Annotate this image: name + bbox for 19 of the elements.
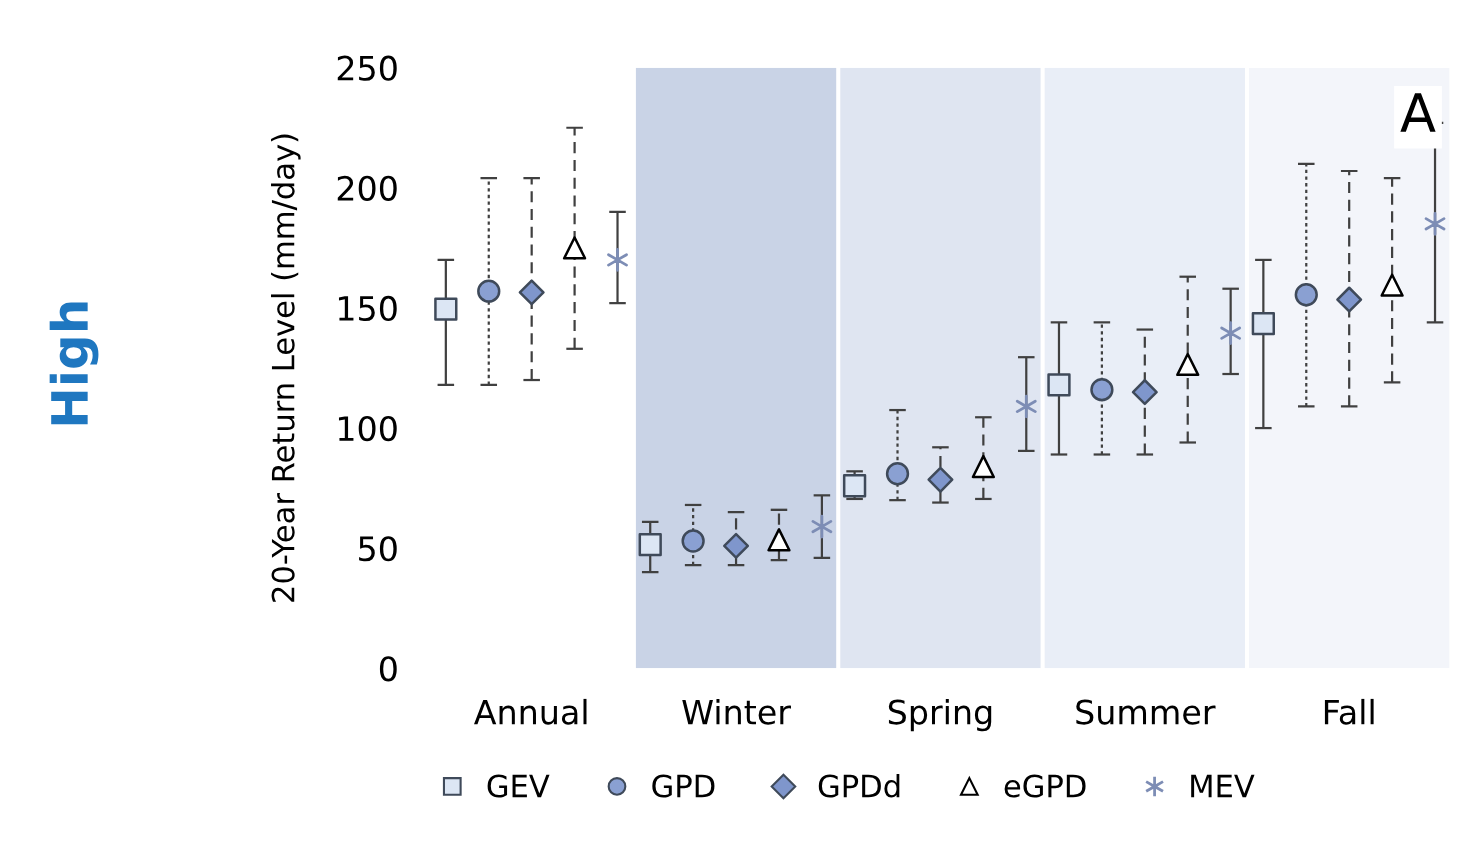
x-tick-label: Spring xyxy=(888,698,992,732)
legend-label: eGPD xyxy=(1004,774,1086,798)
annotation: A xyxy=(1400,93,1436,132)
legend-label: GEV xyxy=(487,774,550,798)
legend-label: GPDd xyxy=(818,773,900,798)
y-tick-label: 150 xyxy=(338,295,397,322)
x-tick-label: Summer xyxy=(1076,699,1216,725)
y-tick-label: 200 xyxy=(337,175,397,201)
text: High xyxy=(49,302,99,425)
y-tick-label: 50 xyxy=(359,536,397,562)
y-tick-label: 0 xyxy=(379,656,397,682)
legend-label: GPD xyxy=(652,774,715,798)
x-tick-label: Winter xyxy=(682,698,791,725)
legend-label: MEV xyxy=(1191,774,1255,798)
y-axis-title: 20-Year Return Level (mm/day) xyxy=(271,134,301,602)
y-tick-label: 250 xyxy=(337,55,397,81)
x-tick-label: Annual xyxy=(474,698,587,725)
y-tick-label: 100 xyxy=(338,416,397,442)
x-tick-label: Fall xyxy=(1324,698,1374,725)
